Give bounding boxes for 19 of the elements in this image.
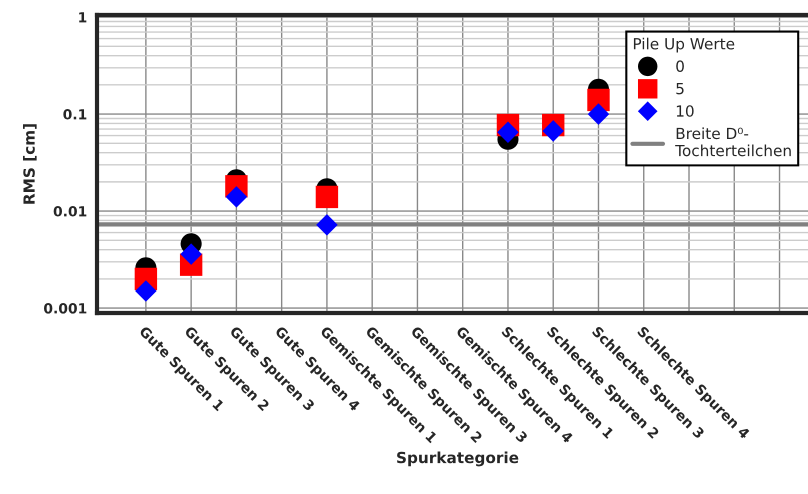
point — [588, 103, 610, 125]
legend-title: Pile Up Werte — [634, 38, 734, 52]
x-axis-title: Spurkategorie — [397, 451, 518, 466]
legend-label: 10 — [676, 105, 694, 117]
point — [316, 214, 338, 236]
point — [497, 121, 519, 143]
legend-label: 5 — [676, 83, 684, 94]
point — [542, 120, 564, 142]
y-tick-label: 0.001 — [44, 303, 86, 314]
y-tick-label: 0.01 — [54, 206, 86, 217]
legend-label: Breite D⁰- Tochterteilchen — [675, 127, 791, 156]
point — [135, 280, 157, 302]
point — [316, 186, 338, 208]
point — [226, 186, 248, 208]
y-tick-label: 1 — [79, 12, 86, 22]
point — [180, 243, 202, 265]
legend-label: 0 — [676, 60, 684, 72]
y-axis-title: RMS [cm] — [23, 124, 37, 204]
y-tick-label: 0.1 — [63, 109, 86, 120]
